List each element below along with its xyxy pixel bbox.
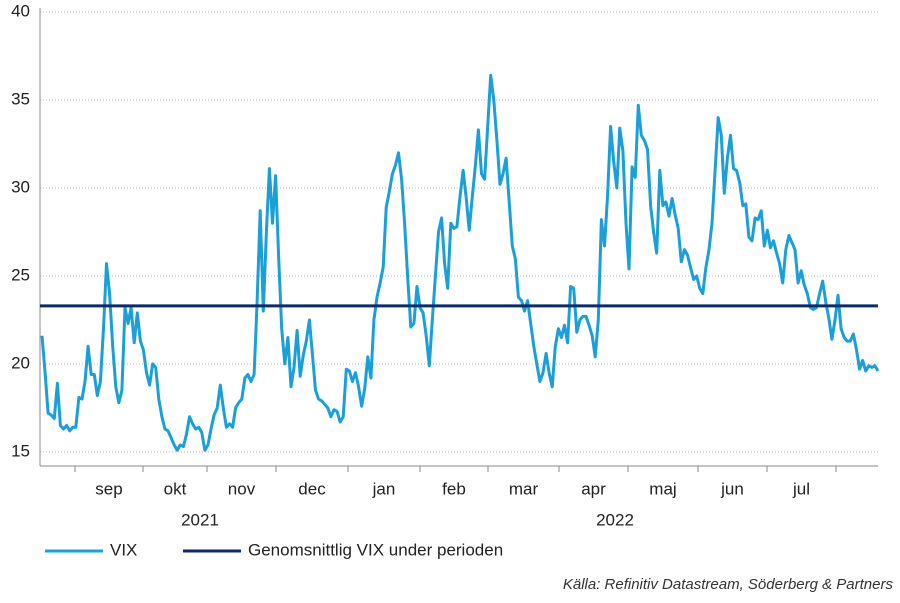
y-tick-label: 30 (11, 177, 30, 196)
x-tick-label: nov (228, 479, 256, 498)
x-tick-label: sep (95, 479, 122, 498)
y-tick-label: 35 (11, 89, 30, 108)
vix-line (40, 73, 880, 452)
x-tick-label: maj (649, 479, 676, 498)
source: Källa: Refinitiv Datastream, Söderberg &… (563, 576, 894, 593)
x-tick-label: jan (372, 479, 396, 498)
x-tick-label: jun (720, 479, 744, 498)
x-tick-label: dec (298, 479, 326, 498)
x-tick-label: jul (792, 479, 810, 498)
x-tick-label: okt (164, 479, 187, 498)
y-tick-label: 25 (11, 265, 30, 284)
y-tick-label: 20 (11, 353, 30, 372)
x-tick-label: mar (509, 479, 539, 498)
x-tick-label: feb (442, 479, 466, 498)
legend-label: Genomsnittlig VIX under perioden (248, 540, 503, 559)
year-label: 2021 (181, 510, 219, 529)
legend-label: VIX (110, 540, 137, 559)
x-tick-label: apr (581, 479, 606, 498)
y-tick-label: 40 (11, 1, 30, 20)
y-tick-label: 15 (11, 441, 30, 460)
year-label: 2022 (596, 510, 634, 529)
